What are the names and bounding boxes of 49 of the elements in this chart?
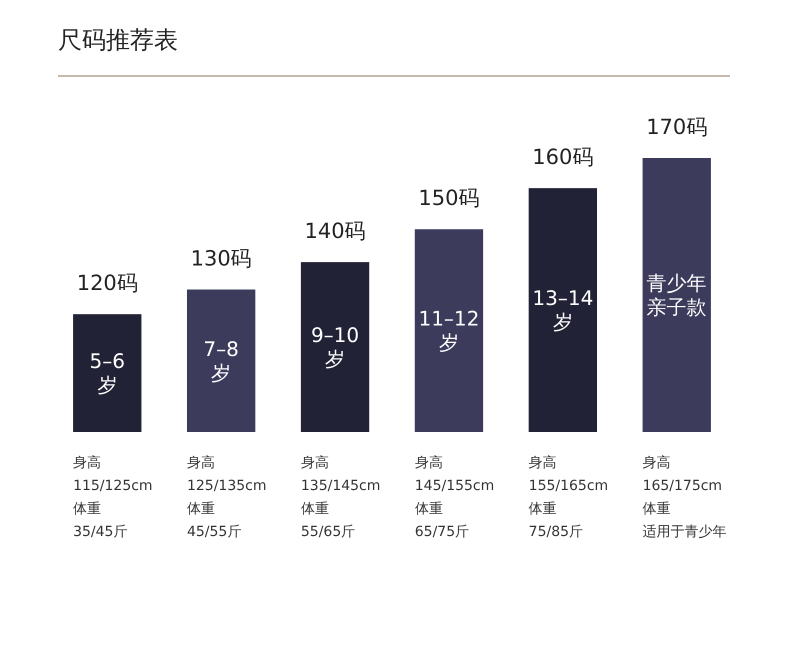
bar — [186, 290, 256, 432]
text: 身高 — [186, 455, 215, 471]
text: 身高 — [528, 455, 557, 471]
text: 体重 — [642, 501, 671, 517]
annotation: 岁 — [552, 310, 573, 334]
x-tick-label: 160码 — [532, 145, 594, 170]
annotation: 11–12 — [418, 306, 480, 331]
text: 身高 — [300, 455, 329, 471]
text: 身高 — [414, 455, 443, 471]
text: 体重 — [528, 501, 557, 517]
annotation: 青少年 — [646, 271, 707, 295]
text: 体重 — [73, 501, 102, 517]
annotation: 岁 — [325, 347, 346, 372]
annotation: 岁 — [211, 360, 232, 385]
text: 125/135cm — [186, 478, 266, 494]
text: 135/145cm — [300, 478, 380, 494]
annotation: 9–10 — [310, 323, 360, 348]
x-tick-label: 150码 — [418, 186, 480, 210]
text: 45/55斤 — [186, 524, 242, 540]
text: 身高 — [73, 455, 102, 471]
text: 体重 — [414, 501, 443, 517]
text: 145/155cm — [414, 478, 494, 494]
text: 35/45斤 — [73, 524, 128, 540]
annotation: 岁 — [438, 330, 459, 355]
x-tick-label: 170码 — [646, 115, 708, 139]
x-tick-label: 130码 — [190, 246, 252, 271]
x-tick-label: 140码 — [304, 219, 366, 244]
annotation: 13–14 — [532, 286, 594, 310]
text: 适用于青少年 — [642, 524, 727, 540]
bar — [73, 314, 142, 432]
text: 115/125cm — [73, 478, 153, 494]
chart-title: 尺码推荐表 — [58, 26, 178, 54]
text: 155/165cm — [528, 478, 608, 494]
text: 身高 — [642, 455, 671, 471]
text: 75/85斤 — [528, 524, 584, 540]
bar — [300, 262, 370, 432]
annotation: 亲子款 — [646, 295, 707, 319]
text: 体重 — [186, 501, 215, 517]
text: 165/175cm — [642, 478, 722, 494]
x-tick-label: 120码 — [76, 271, 138, 296]
text: 体重 — [300, 501, 329, 517]
annotation: 7–8 — [203, 336, 239, 361]
bar — [414, 229, 484, 432]
annotation: 5–6 — [90, 349, 125, 374]
annotation: 岁 — [97, 373, 118, 398]
text: 55/65斤 — [300, 524, 356, 540]
bar — [642, 158, 711, 432]
text: 65/75斤 — [414, 524, 470, 540]
bar — [528, 188, 598, 432]
